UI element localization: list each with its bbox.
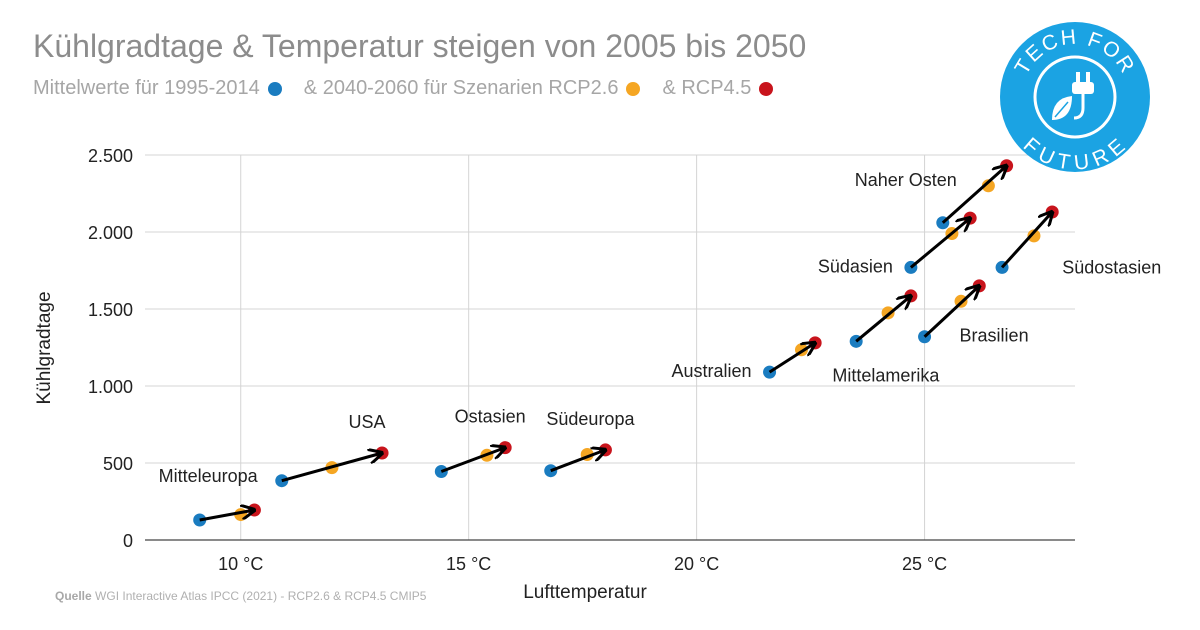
region-label: Mitteleuropa — [159, 466, 259, 486]
logo-inner-ring — [1033, 55, 1117, 139]
change-arrow — [281, 453, 382, 483]
region-label: Südeuropa — [546, 409, 635, 429]
change-arrow — [923, 286, 980, 338]
source-note: Quelle WGI Interactive Atlas IPCC (2021)… — [55, 589, 426, 603]
source-label: Quelle — [55, 589, 92, 603]
y-tick-label: 2.500 — [88, 146, 133, 166]
chart-subtitle: Mittelwerte für 1995-2014 & 2040-2060 fü… — [33, 77, 795, 100]
change-arrow — [1000, 212, 1052, 269]
logo-circle — [1000, 22, 1150, 172]
y-tick-label: 2.000 — [88, 223, 133, 243]
plug-leaf-icon — [1052, 72, 1094, 120]
y-axis-label: Kühlgradtage — [34, 291, 55, 404]
region-label: Südasien — [818, 256, 893, 276]
legend-baseline-dot — [267, 81, 282, 96]
source-text: WGI Interactive Atlas IPCC (2021) - RCP2… — [95, 589, 427, 603]
chart-title: Kühlgradtage & Temperatur steigen von 20… — [33, 28, 807, 64]
change-arrow — [440, 448, 505, 473]
rcp26-point — [1027, 229, 1041, 243]
y-tick-label: 1.000 — [88, 377, 133, 397]
x-tick-label: 20 °C — [674, 554, 719, 574]
x-tick-label: 15 °C — [446, 554, 491, 574]
region-group: Naher Osten — [855, 159, 1014, 230]
region-group: Brasilien — [918, 279, 1029, 346]
region-group: Südostasien — [995, 205, 1161, 277]
subtitle-baseline-text: Mittelwerte für 1995-2014 — [33, 77, 260, 99]
x-tick-label: 10 °C — [218, 554, 263, 574]
region-group: Australien — [672, 336, 822, 381]
change-arrow — [855, 296, 911, 343]
region-group: Mitteleuropa — [159, 466, 261, 527]
region-group: Südasien — [818, 211, 977, 276]
region-label: Brasilien — [960, 326, 1029, 346]
x-axis-label: Lufttemperatur — [523, 582, 647, 603]
region-label: USA — [349, 412, 386, 432]
region-group: Südeuropa — [544, 409, 635, 478]
y-tick-label: 1.500 — [88, 300, 133, 320]
change-arrow — [768, 343, 816, 374]
region-label: Mittelamerika — [832, 365, 940, 385]
subtitle-rcp45-text: & RCP4.5 — [662, 77, 752, 99]
subtitle-rcp26-text: & 2040-2060 für Szenarien RCP2.6 — [303, 77, 619, 99]
change-arrow — [199, 510, 255, 522]
change-arrow — [941, 166, 1007, 224]
region-group: Ostasien — [434, 407, 526, 478]
change-arrow — [550, 450, 606, 473]
rcp26-point — [981, 179, 995, 193]
region-label: Naher Osten — [855, 170, 957, 190]
y-tick-label: 0 — [123, 531, 133, 551]
region-group: USA — [275, 412, 389, 488]
region-group: Mittelamerika — [832, 289, 940, 385]
change-arrow — [909, 218, 970, 269]
legend-rcp45-dot — [759, 81, 774, 96]
x-tick-label: 25 °C — [902, 554, 947, 574]
region-label: Ostasien — [455, 407, 526, 427]
y-tick-label: 500 — [103, 454, 133, 474]
tech-for-future-logo[interactable]: TECH FOR FUTURE — [1000, 22, 1150, 172]
legend-rcp26-dot — [626, 81, 641, 96]
region-label: Australien — [672, 361, 752, 381]
region-label: Südostasien — [1062, 257, 1161, 277]
